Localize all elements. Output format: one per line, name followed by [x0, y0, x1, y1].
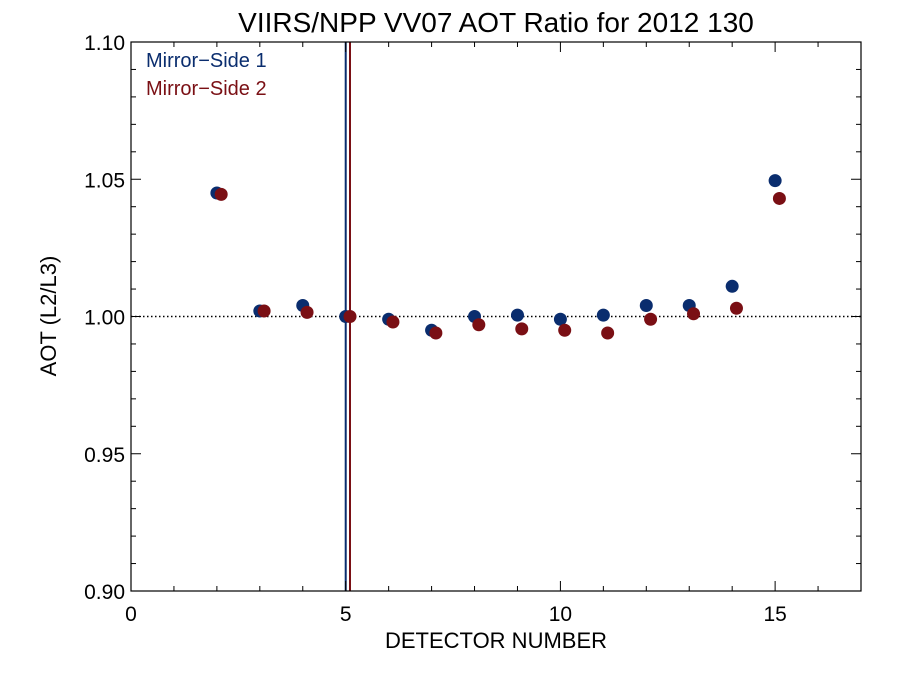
data-point-mirror-side-2 — [343, 310, 357, 323]
data-point-mirror-side-1 — [510, 308, 524, 322]
data-point-mirror-side-2 — [429, 326, 443, 340]
data-point-mirror-side-1 — [639, 299, 653, 313]
plot-frame — [130, 41, 862, 592]
data-point-mirror-side-2 — [729, 301, 743, 315]
y-tick-label: 0.95 — [84, 444, 125, 467]
data-point-mirror-side-2 — [558, 323, 572, 337]
y-tick-label: 0.90 — [84, 581, 125, 604]
reference-lines — [131, 42, 861, 591]
y-tick-label: 1.00 — [84, 307, 125, 330]
x-tick-label: 0 — [125, 603, 137, 626]
data-points — [210, 174, 786, 340]
x-tick-label: 15 — [763, 603, 786, 626]
data-point-mirror-side-2 — [386, 315, 400, 329]
data-point-mirror-side-2 — [214, 187, 228, 201]
y-tick-label: 1.10 — [84, 32, 125, 55]
y-axis-label: AOT (L2/L3) — [36, 256, 61, 377]
legend-label-mirror-side-2: Mirror−Side 2 — [146, 78, 267, 100]
data-point-mirror-side-2 — [472, 318, 486, 332]
data-point-mirror-side-2 — [687, 307, 701, 321]
axis-ticks: 0 5 10 15 0.90 0.95 1.00 1.05 1.10 — [84, 32, 862, 626]
x-tick-label: 10 — [549, 603, 572, 626]
data-point-mirror-side-2 — [644, 312, 658, 326]
x-tick-label: 5 — [340, 603, 352, 626]
data-point-mirror-side-1 — [596, 308, 610, 322]
data-point-mirror-side-2 — [601, 326, 615, 340]
y-tick-label: 1.05 — [84, 169, 125, 192]
data-point-mirror-side-1 — [553, 312, 567, 326]
legend: Mirror−Side 1 Mirror−Side 2 — [146, 50, 267, 100]
chart-title: VIIRS/NPP VV07 AOT Ratio for 2012 130 — [238, 7, 754, 38]
data-point-mirror-side-1 — [768, 174, 782, 188]
data-point-mirror-side-2 — [515, 322, 529, 336]
data-point-mirror-side-2 — [300, 305, 314, 319]
data-point-mirror-side-1 — [725, 279, 739, 293]
x-axis-label: DETECTOR NUMBER — [385, 628, 607, 653]
data-point-mirror-side-2 — [772, 191, 786, 205]
data-point-mirror-side-2 — [257, 304, 271, 318]
legend-label-mirror-side-1: Mirror−Side 1 — [146, 50, 267, 72]
